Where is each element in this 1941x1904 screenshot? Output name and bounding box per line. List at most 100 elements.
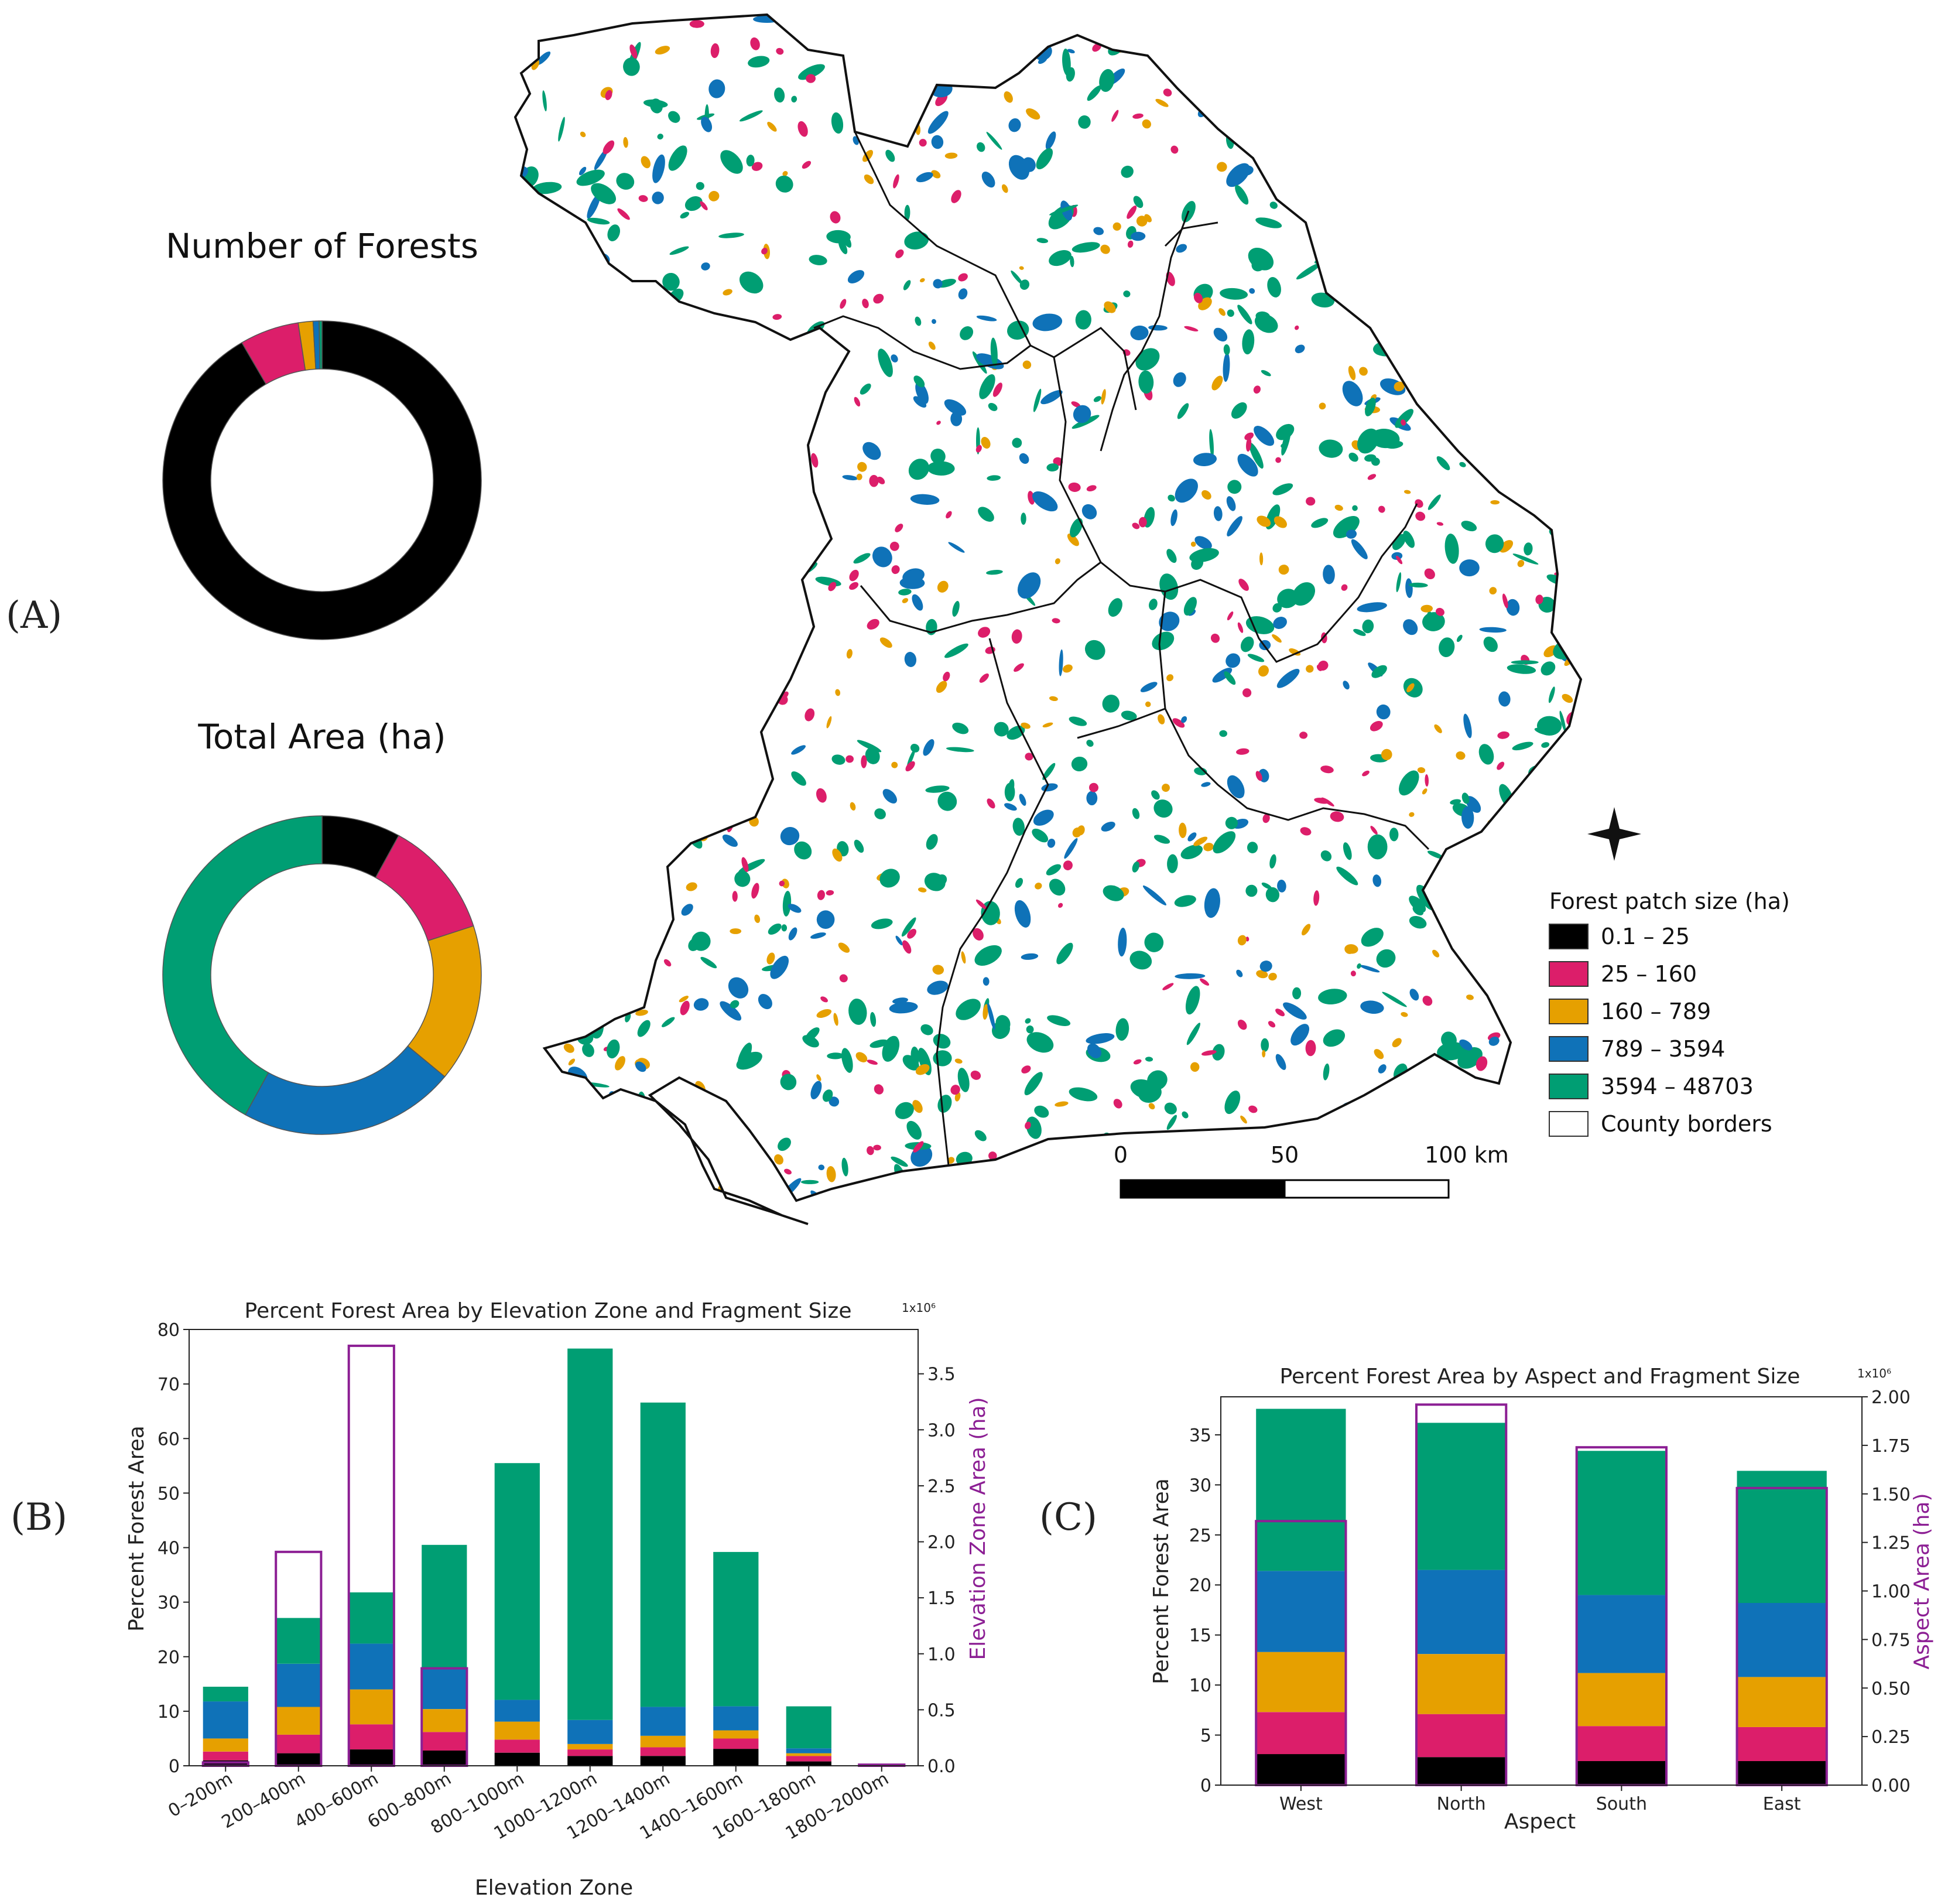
forest-patch	[616, 173, 635, 190]
y-right-tick-label: 0.0	[927, 1756, 956, 1777]
bar-segment	[1256, 1571, 1346, 1652]
forest-patch	[1097, 1213, 1104, 1224]
forest-patch	[1244, 432, 1254, 440]
forest-patch	[1319, 439, 1343, 458]
forest-patch	[1474, 268, 1480, 278]
forest-patch	[913, 375, 925, 388]
forest-patch	[590, 502, 603, 527]
forest-patch	[1244, 71, 1257, 78]
forest-patch	[732, 891, 738, 902]
forest-patch	[1370, 721, 1383, 731]
bar-segment	[1256, 1712, 1346, 1755]
forest-patch	[1133, 196, 1144, 208]
forest-patch	[1455, 199, 1469, 228]
forest-patch	[902, 568, 925, 584]
forest-patch	[562, 627, 579, 637]
y-right-tick-label: 1.0	[927, 1645, 956, 1665]
forest-patch	[750, 37, 760, 50]
forest-patch	[708, 79, 725, 98]
forest-patch	[1387, 1155, 1401, 1170]
forest-patch	[1011, 629, 1022, 644]
forest-patch	[1103, 885, 1124, 901]
forest-patch	[1502, 22, 1510, 30]
forest-patch	[1405, 1198, 1426, 1217]
forest-patch	[1517, 560, 1525, 568]
forest-patch	[987, 1003, 995, 1030]
forest-patch	[850, 802, 856, 811]
forest-patch	[958, 288, 968, 300]
forest-patch	[1518, 187, 1524, 200]
forest-patch	[811, 453, 819, 468]
forest-patch	[1238, 579, 1249, 591]
aspect-bar-chart: Percent Forest Area by Aspect and Fragme…	[1149, 1365, 1934, 1834]
forest-patch	[904, 204, 910, 221]
forest-patch	[1386, 327, 1392, 334]
forest-patch	[1175, 38, 1189, 53]
bar-segment	[786, 1706, 831, 1749]
forest-patch	[932, 319, 936, 324]
forest-patch	[1553, 1172, 1562, 1180]
forest-patch	[720, 1001, 742, 1021]
forest-patch	[595, 614, 611, 631]
forest-patch	[1422, 612, 1445, 631]
forest-patch	[1436, 607, 1444, 616]
forest-patch	[641, 156, 651, 169]
forest-patch	[1534, 727, 1552, 736]
forest-patch	[1144, 932, 1164, 952]
forest-patch	[1385, 1121, 1411, 1137]
forest-patch	[1392, 1038, 1402, 1048]
forest-patch	[634, 464, 656, 487]
forest-patch	[1288, 112, 1297, 118]
forest-patch	[667, 562, 677, 569]
forest-patch	[549, 895, 559, 905]
forest-patch	[1064, 838, 1078, 859]
y-tick-label: 0	[169, 1756, 180, 1777]
forest-patch	[1104, 301, 1116, 313]
forest-patch	[1549, 822, 1562, 845]
forest-patch	[1108, 598, 1122, 617]
forest-patch	[944, 152, 958, 159]
forest-patch	[770, 955, 789, 979]
forest-patch	[778, 1137, 791, 1151]
forest-patch	[1548, 686, 1555, 703]
forest-patch	[1227, 309, 1234, 317]
forest-patch	[515, 1047, 527, 1075]
forest-patch	[1209, 429, 1214, 459]
forest-patch	[1422, 788, 1427, 795]
forest-patch	[700, 201, 708, 211]
forest-patch	[1514, 952, 1524, 974]
forest-patch	[877, 476, 885, 484]
donut-number-of-forests: Number of Forests	[162, 226, 482, 640]
forest-patch	[791, 95, 797, 102]
forest-patch	[1453, 908, 1478, 922]
forest-patch	[631, 302, 654, 306]
forest-patch	[737, 1042, 752, 1068]
forest-patch	[880, 18, 889, 25]
forest-patch	[1507, 664, 1536, 674]
forest-patch	[615, 1056, 625, 1071]
forest-patch	[1289, 648, 1301, 656]
chart-b-xlabel: Elevation Zone	[475, 1876, 633, 1900]
forest-patch	[1185, 986, 1200, 1015]
forest-patch	[1163, 88, 1172, 97]
forest-patch	[675, 453, 690, 460]
forest-patch	[838, 240, 848, 254]
forest-patch	[580, 131, 586, 138]
forest-patch	[1063, 860, 1073, 870]
x-tick-label: South	[1596, 1794, 1647, 1814]
forest-patch	[685, 825, 703, 849]
forest-patch	[1456, 634, 1463, 642]
forest-patch	[1350, 970, 1356, 977]
forest-patch	[873, 1144, 881, 1151]
y-tick-label: 5	[1200, 1726, 1211, 1746]
forest-patch	[1466, 100, 1492, 122]
forest-patch	[1466, 796, 1481, 813]
forest-patch	[680, 1087, 687, 1095]
forest-patch	[1406, 683, 1415, 692]
scale-label-100: 100 km	[1425, 1142, 1509, 1168]
forest-patch	[1502, 593, 1508, 609]
forest-patch	[1201, 490, 1211, 500]
y-right-tick-label: 1.50	[1871, 1485, 1911, 1505]
forest-patch	[809, 255, 827, 265]
